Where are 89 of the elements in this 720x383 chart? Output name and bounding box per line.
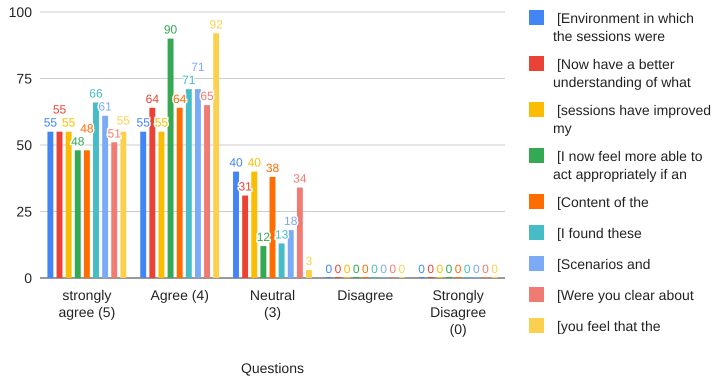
data-label: 34 bbox=[293, 172, 307, 186]
y-tick-label: 50 bbox=[16, 136, 32, 153]
x-tick-label: Strongly Disagree (0) bbox=[430, 287, 486, 337]
data-label: 3 bbox=[306, 254, 313, 268]
bar bbox=[140, 132, 146, 278]
data-label: 0 bbox=[362, 262, 369, 276]
bar bbox=[66, 132, 72, 278]
data-label: 61 bbox=[98, 100, 112, 114]
legend-label: [you feel that the bbox=[557, 318, 661, 334]
bar bbox=[120, 132, 126, 278]
bar bbox=[56, 132, 62, 278]
data-label: 66 bbox=[89, 86, 103, 100]
legend-label: [sessions have improved my bbox=[553, 102, 712, 136]
data-label: 0 bbox=[371, 262, 378, 276]
bar bbox=[242, 196, 248, 278]
y-tick-label: 75 bbox=[16, 70, 32, 86]
x-axis-title: Questions bbox=[240, 360, 304, 376]
bar bbox=[74, 150, 81, 278]
data-label: 0 bbox=[454, 262, 462, 276]
bar bbox=[111, 142, 118, 278]
data-label: 0 bbox=[389, 262, 396, 276]
legend-label: [Now have a better understanding of what bbox=[553, 56, 691, 90]
bar bbox=[194, 89, 201, 278]
bar bbox=[47, 132, 54, 278]
data-label: 55 bbox=[154, 116, 168, 130]
data-label: 55 bbox=[116, 113, 130, 128]
data-label: 71 bbox=[182, 73, 196, 88]
bar bbox=[149, 108, 156, 278]
data-label: 0 bbox=[334, 262, 342, 276]
data-label: 0 bbox=[325, 262, 332, 276]
data-label: 0 bbox=[464, 262, 471, 276]
legend-label: [I now feel more able to act appropriately if an bbox=[553, 148, 703, 182]
data-label: 0 bbox=[380, 262, 388, 276]
bar bbox=[296, 188, 303, 278]
data-label: 38 bbox=[266, 160, 280, 175]
bar bbox=[213, 33, 220, 278]
legend-label: [Environment in which the sessions were bbox=[553, 10, 694, 44]
data-label: 48 bbox=[80, 121, 94, 136]
bar bbox=[204, 105, 210, 278]
data-label: 71 bbox=[191, 60, 205, 74]
bar bbox=[158, 132, 164, 278]
data-label: 18 bbox=[284, 214, 298, 228]
data-label: 64 bbox=[173, 92, 187, 106]
data-label: 55 bbox=[52, 102, 67, 117]
bar bbox=[84, 150, 90, 278]
bar bbox=[251, 172, 258, 278]
legend-label: [I found these bbox=[557, 225, 642, 241]
bar bbox=[176, 108, 183, 278]
data-label: 92 bbox=[209, 17, 224, 32]
data-label: 0 bbox=[427, 262, 434, 276]
x-tick-label: Neutral (3) bbox=[250, 287, 296, 320]
data-label: 31 bbox=[238, 180, 252, 194]
data-label: 55 bbox=[136, 116, 150, 130]
data-label: 0 bbox=[446, 262, 453, 276]
data-label: 0 bbox=[344, 262, 351, 276]
bar bbox=[260, 246, 266, 278]
y-tick-label: 0 bbox=[24, 270, 32, 286]
x-tick-label: Disagree bbox=[337, 287, 394, 303]
legend-label: [Were you clear about bbox=[557, 287, 694, 303]
data-label: 55 bbox=[62, 116, 76, 130]
data-label: 0 bbox=[473, 262, 480, 276]
x-tick-label: Agree (4) bbox=[150, 287, 209, 303]
x-tick-label: strongly agree (5) bbox=[58, 287, 116, 320]
data-label: 64 bbox=[146, 92, 160, 106]
legend-label: [Content of the bbox=[557, 194, 650, 210]
data-label: 90 bbox=[164, 22, 178, 37]
data-label: 55 bbox=[44, 116, 58, 130]
bar bbox=[168, 38, 174, 278]
data-label: 12 bbox=[256, 230, 270, 244]
data-label: 40 bbox=[229, 156, 244, 170]
data-label: 51 bbox=[108, 126, 122, 140]
bar bbox=[186, 89, 192, 278]
data-label: 0 bbox=[418, 262, 426, 276]
data-label: 40 bbox=[248, 156, 262, 170]
bar bbox=[278, 243, 285, 278]
y-tick-label: 100 bbox=[8, 4, 32, 20]
data-label: 0 bbox=[436, 262, 444, 276]
data-label: 0 bbox=[398, 262, 406, 276]
data-label: 0 bbox=[491, 262, 498, 276]
legend-label: [Scenarios and bbox=[557, 256, 650, 272]
bar bbox=[233, 172, 239, 278]
bar bbox=[93, 102, 99, 278]
data-label: 0 bbox=[482, 262, 490, 276]
bar bbox=[306, 270, 312, 278]
y-tick-label: 25 bbox=[16, 203, 32, 220]
bar bbox=[270, 176, 276, 278]
data-label: 0 bbox=[352, 262, 360, 276]
bar bbox=[102, 116, 108, 278]
data-label: 13 bbox=[274, 227, 289, 242]
